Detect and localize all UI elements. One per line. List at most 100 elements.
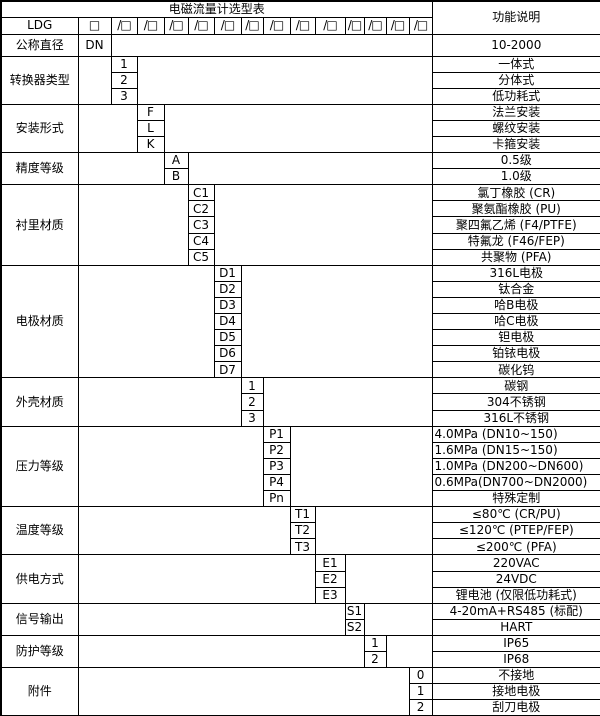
option-code: C3 bbox=[187, 216, 215, 234]
option-description: HART bbox=[431, 618, 600, 636]
option-description: 碳化钨 bbox=[431, 361, 600, 379]
model-code-slash-box: /□ bbox=[187, 16, 215, 35]
model-code-slash-box: /□ bbox=[240, 16, 264, 35]
option-code: T2 bbox=[289, 522, 316, 540]
option-code: C4 bbox=[187, 232, 215, 250]
option-description: IP68 bbox=[431, 650, 600, 669]
option-code: D4 bbox=[213, 312, 242, 331]
option-description: 铂铱电极 bbox=[431, 345, 600, 363]
option-description: ≤120℃ (PTEP/FEP) bbox=[431, 522, 600, 540]
option-description: 0.5级 bbox=[431, 152, 600, 170]
option-description: 1.0MPa (DN200~DN600) bbox=[431, 457, 600, 475]
category-label-protection: 防护等级 bbox=[0, 634, 79, 669]
option-description: 卡箍安装 bbox=[431, 135, 600, 154]
spacer-cell bbox=[77, 55, 112, 105]
spacer-cell bbox=[77, 506, 291, 556]
spacer-cell bbox=[385, 634, 433, 669]
option-code: D6 bbox=[213, 345, 242, 363]
category-label-power-supply: 供电方式 bbox=[0, 554, 79, 604]
option-description: 碳钢 bbox=[431, 377, 600, 395]
spacer-cell bbox=[77, 103, 138, 154]
option-code: D2 bbox=[213, 280, 242, 298]
option-code: F bbox=[136, 103, 165, 121]
option-description: IP65 bbox=[431, 634, 600, 652]
diameter-range: 10-2000 bbox=[431, 33, 600, 57]
option-description: 316L电极 bbox=[431, 264, 600, 282]
spacer-cell bbox=[77, 554, 316, 604]
diameter-code: DN bbox=[77, 33, 112, 57]
option-code: S2 bbox=[344, 618, 365, 636]
table-title: 电磁流量计选型表 bbox=[0, 0, 433, 18]
option-code: A bbox=[163, 152, 189, 170]
option-code: D7 bbox=[213, 361, 242, 379]
option-code: P3 bbox=[262, 457, 291, 475]
option-code: 3 bbox=[240, 409, 264, 427]
option-code: 3 bbox=[110, 87, 138, 105]
option-code: Pn bbox=[262, 490, 291, 508]
option-description: 聚氨酯橡胶 (PU) bbox=[431, 200, 600, 218]
spacer-cell bbox=[77, 152, 165, 186]
option-description: 4.0MPa (DN10~150) bbox=[431, 425, 600, 443]
model-code-slash-box: /□ bbox=[163, 16, 189, 35]
spacer-cell bbox=[240, 264, 433, 379]
option-description: 氯丁橡胶 (CR) bbox=[431, 184, 600, 202]
model-code-slash-box: /□ bbox=[385, 16, 410, 35]
option-description: 接地电极 bbox=[431, 683, 600, 701]
spacer-cell bbox=[77, 634, 365, 669]
spacer-cell bbox=[77, 184, 189, 266]
option-description: 4-20mA+RS485 (标配) bbox=[431, 602, 600, 620]
option-description: 哈B电极 bbox=[431, 296, 600, 315]
spacer-cell bbox=[77, 425, 264, 508]
option-code: E2 bbox=[314, 570, 346, 588]
option-description: 聚四氟乙烯 (F4/PTFE) bbox=[431, 216, 600, 234]
option-description: ≤80℃ (CR/PU) bbox=[431, 506, 600, 524]
category-label-signal-output: 信号输出 bbox=[0, 602, 79, 636]
spacer-cell bbox=[262, 377, 433, 427]
option-code: K bbox=[136, 135, 165, 154]
spacer-cell bbox=[213, 184, 433, 266]
option-code: D3 bbox=[213, 296, 242, 315]
option-code: 2 bbox=[110, 71, 138, 89]
spacer-cell bbox=[77, 377, 242, 427]
option-code: P4 bbox=[262, 473, 291, 492]
option-description: 不接地 bbox=[431, 667, 600, 685]
option-description: 特殊定制 bbox=[431, 490, 600, 508]
option-description: 锂电池 (仅限低功耗式) bbox=[431, 586, 600, 604]
option-code: D5 bbox=[213, 329, 242, 347]
option-description: 哈C电极 bbox=[431, 312, 600, 331]
option-description: 共聚物 (PFA) bbox=[431, 248, 600, 266]
category-label-pressure: 压力等级 bbox=[0, 425, 79, 508]
category-label-accessories: 附件 bbox=[0, 667, 79, 716]
spacer-cell bbox=[77, 602, 346, 636]
model-code-slash-box: /□ bbox=[344, 16, 365, 35]
option-description: 304不锈钢 bbox=[431, 393, 600, 411]
option-code: 2 bbox=[240, 393, 264, 411]
option-description: ≤200℃ (PFA) bbox=[431, 538, 600, 556]
spacer-cell bbox=[163, 103, 433, 154]
option-code: B bbox=[163, 168, 189, 186]
option-code: 1 bbox=[240, 377, 264, 395]
option-description: 1.0级 bbox=[431, 168, 600, 186]
option-code: E1 bbox=[314, 554, 346, 572]
option-code: 2 bbox=[363, 650, 387, 669]
option-description: 钛合金 bbox=[431, 280, 600, 298]
category-label-lining: 衬里材质 bbox=[0, 184, 79, 266]
option-description: 分体式 bbox=[431, 71, 600, 89]
option-code: S1 bbox=[344, 602, 365, 620]
spacer-cell bbox=[187, 152, 433, 186]
category-label-converter-type: 转换器类型 bbox=[0, 55, 79, 105]
option-code: L bbox=[136, 119, 165, 137]
model-code-slash-box: /□ bbox=[363, 16, 387, 35]
category-label-installation: 安装形式 bbox=[0, 103, 79, 154]
option-description: 220VAC bbox=[431, 554, 600, 572]
model-code-box: □ bbox=[77, 16, 112, 35]
spacer-cell bbox=[136, 55, 433, 105]
option-code: P1 bbox=[262, 425, 291, 443]
option-code: 2 bbox=[408, 699, 433, 716]
spacer-cell bbox=[77, 667, 410, 716]
model-code-slash-box: /□ bbox=[213, 16, 242, 35]
option-code: C1 bbox=[187, 184, 215, 202]
category-label-temperature: 温度等级 bbox=[0, 506, 79, 556]
option-description: 1.6MPa (DN15~150) bbox=[431, 441, 600, 459]
